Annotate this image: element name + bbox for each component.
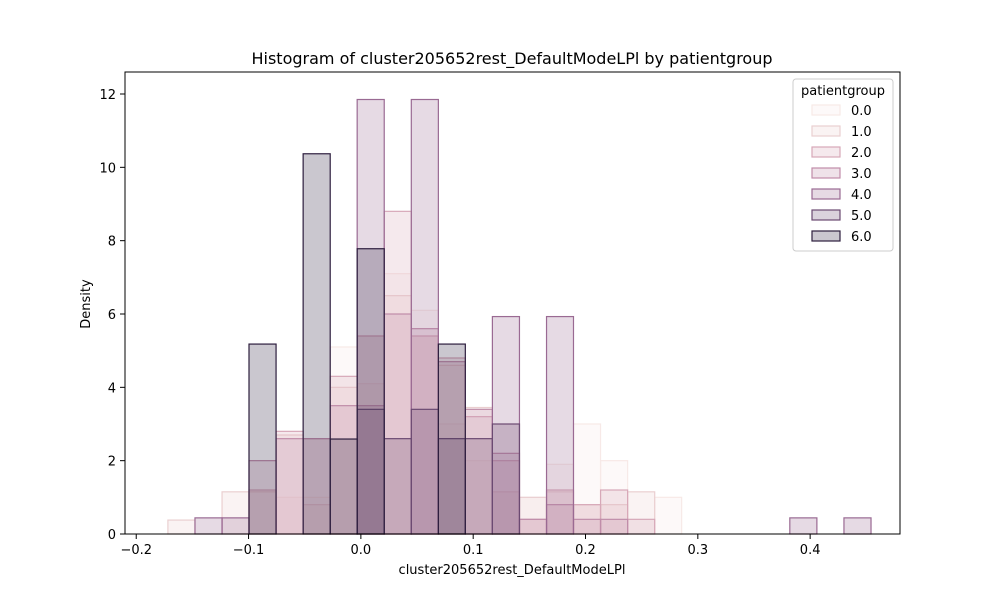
legend-swatch bbox=[811, 146, 841, 158]
legend-swatch bbox=[811, 125, 841, 137]
bar bbox=[410, 98, 439, 535]
legend-label: 0.0 bbox=[851, 104, 872, 119]
series-6.0 bbox=[248, 153, 466, 535]
bar bbox=[437, 357, 466, 535]
bar bbox=[302, 504, 331, 535]
legend-title: patientgroup bbox=[801, 84, 885, 99]
y-tick-label: 2 bbox=[108, 455, 116, 470]
legend: patientgroup 0.0 1.0 2.0 3.0 4.0 5.0 6.0 bbox=[792, 78, 894, 252]
x-tick-label: −0.1 bbox=[233, 543, 265, 558]
bar bbox=[599, 518, 629, 535]
bar bbox=[356, 408, 385, 535]
bar bbox=[545, 489, 575, 535]
bar bbox=[383, 438, 412, 535]
y-axis-label: Density bbox=[79, 279, 94, 329]
y-tick-label: 8 bbox=[108, 235, 116, 250]
x-tick-label: 0.2 bbox=[575, 543, 596, 558]
axes-frame bbox=[124, 71, 901, 535]
bar bbox=[627, 518, 656, 535]
legend-swatch bbox=[811, 104, 841, 116]
axis-ticks: −0.2 −0.1 0.0 0.1 0.2 0.3 0.4 0 2 4 6 8 10 12 bbox=[99, 88, 820, 558]
x-tick-label: 0.3 bbox=[687, 543, 708, 558]
legend-label: 1.0 bbox=[851, 125, 872, 140]
bar bbox=[383, 295, 412, 535]
x-tick-label: 0.0 bbox=[351, 543, 372, 558]
legend-box bbox=[792, 78, 894, 252]
bar bbox=[329, 405, 358, 535]
bar bbox=[437, 361, 466, 535]
bar bbox=[302, 153, 331, 535]
bar bbox=[627, 491, 656, 535]
bar bbox=[437, 343, 466, 535]
bar bbox=[275, 434, 304, 535]
bar bbox=[221, 491, 250, 535]
bar bbox=[491, 423, 521, 535]
y-tick-label: 6 bbox=[108, 308, 116, 323]
bar bbox=[356, 248, 385, 535]
x-axis-label: cluster205652rest_DefaultModeLPl bbox=[399, 563, 626, 578]
legend-swatch bbox=[811, 209, 841, 221]
bar bbox=[248, 343, 277, 535]
bar bbox=[654, 496, 683, 535]
bar bbox=[518, 496, 548, 535]
legend-label: 2.0 bbox=[851, 146, 872, 161]
y-tick-label: 12 bbox=[99, 88, 116, 103]
bar bbox=[437, 364, 466, 535]
series-5.0 bbox=[356, 408, 521, 535]
bar bbox=[464, 438, 493, 535]
series-4.0 bbox=[194, 98, 872, 535]
bar bbox=[410, 408, 439, 535]
legend-swatch bbox=[811, 230, 841, 242]
legend-swatch bbox=[811, 188, 841, 200]
series-0.0 bbox=[275, 273, 683, 535]
legend-label: 4.0 bbox=[851, 188, 872, 203]
series-2.0 bbox=[248, 210, 656, 535]
bar bbox=[464, 406, 493, 535]
bar bbox=[789, 517, 818, 535]
legend-label: 5.0 bbox=[851, 209, 872, 224]
bar bbox=[221, 517, 250, 535]
legend-swatch bbox=[811, 167, 841, 179]
bar bbox=[518, 518, 548, 535]
bar bbox=[167, 519, 196, 535]
legend-label: 3.0 bbox=[851, 167, 872, 182]
x-tick-label: −0.2 bbox=[120, 543, 152, 558]
bar bbox=[194, 517, 223, 535]
x-tick-label: 0.4 bbox=[800, 543, 821, 558]
bar bbox=[491, 491, 521, 535]
bar bbox=[572, 423, 602, 535]
y-tick-label: 0 bbox=[108, 528, 116, 543]
bar bbox=[356, 98, 385, 535]
bar bbox=[302, 438, 331, 535]
y-tick-label: 4 bbox=[108, 381, 116, 396]
bar bbox=[275, 438, 304, 535]
bar bbox=[843, 517, 872, 535]
plot-frame bbox=[124, 71, 901, 535]
bar bbox=[491, 452, 521, 535]
bar bbox=[329, 438, 358, 535]
bar bbox=[545, 315, 575, 535]
chart-title: Histogram of cluster205652rest_DefaultMo… bbox=[251, 49, 772, 69]
x-tick-label: 0.1 bbox=[463, 543, 484, 558]
bar bbox=[599, 489, 629, 535]
bar bbox=[572, 518, 602, 535]
legend-label: 6.0 bbox=[851, 230, 872, 245]
y-tick-label: 10 bbox=[99, 161, 116, 176]
bar bbox=[410, 335, 439, 535]
bars-layer bbox=[167, 98, 872, 535]
